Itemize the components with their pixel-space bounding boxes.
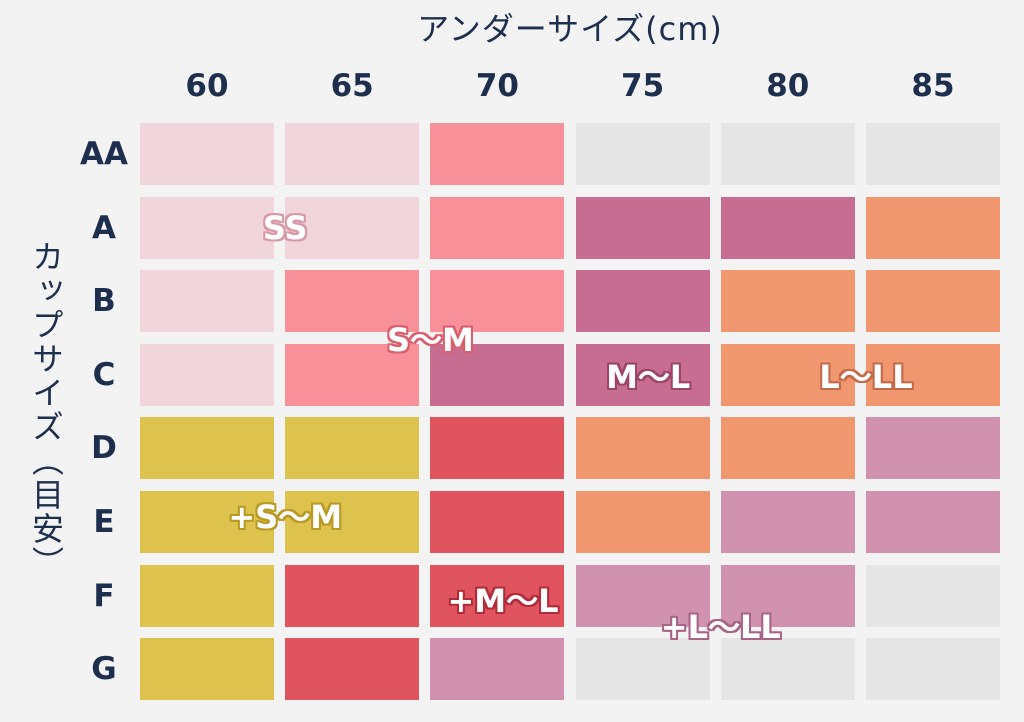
column-label-75: 75 xyxy=(621,68,665,104)
zone-label-+M-L: +M〜L xyxy=(447,582,559,621)
cell-AA-80 xyxy=(720,123,855,185)
cell-A-85 xyxy=(866,196,1000,259)
column-label-70: 70 xyxy=(475,68,519,104)
cell-AA-60 xyxy=(140,123,274,185)
cell-B-75 xyxy=(575,270,710,333)
cell-G-75 xyxy=(575,638,710,701)
row-label-B: B xyxy=(92,283,116,320)
cell-AA-75 xyxy=(575,123,710,185)
cell-B-70 xyxy=(430,270,565,333)
cell-D-60 xyxy=(140,417,274,480)
cell-D-70 xyxy=(430,417,565,480)
y-axis-title: カップサイズ（目安） xyxy=(27,240,65,580)
cell-A-60 xyxy=(140,196,274,259)
cell-F-70 xyxy=(430,564,565,627)
cell-E-65 xyxy=(285,491,420,553)
cell-E-85 xyxy=(866,491,1000,553)
cell-A-80 xyxy=(720,196,855,259)
cell-B-60 xyxy=(140,270,274,333)
cell-AA-85 xyxy=(866,123,1000,185)
cell-C-75 xyxy=(575,343,710,406)
cell-E-80 xyxy=(720,491,855,553)
cell-B-80 xyxy=(720,270,855,333)
cell-C-70 xyxy=(430,343,565,406)
cell-E-60 xyxy=(140,491,274,553)
cell-F-60 xyxy=(140,564,274,627)
cell-G-70 xyxy=(430,638,565,701)
zone-label-SS: SS xyxy=(262,208,308,247)
cell-D-75 xyxy=(575,417,710,480)
zone-label-M-L: M〜L xyxy=(606,357,691,396)
cell-C-60 xyxy=(140,343,274,406)
zone-label-+S-M: +S〜M xyxy=(228,497,343,536)
cell-B-85 xyxy=(866,270,1000,333)
row-label-C: C xyxy=(92,356,116,393)
zone-label-S-M: S〜M xyxy=(386,321,474,359)
column-label-85: 85 xyxy=(911,68,955,104)
zone-label-L-LL: L〜LL xyxy=(819,357,913,396)
column-label-65: 65 xyxy=(330,68,374,104)
row-label-G: G xyxy=(91,651,117,688)
cell-F-65 xyxy=(285,564,420,627)
cell-C-65 xyxy=(285,343,420,406)
cell-D-80 xyxy=(720,417,855,480)
row-label-F: F xyxy=(93,577,115,614)
column-label-60: 60 xyxy=(185,68,229,104)
x-axis-title: アンダーサイズ(cm) xyxy=(417,10,723,48)
cell-G-85 xyxy=(866,638,1000,701)
row-label-E: E xyxy=(93,504,115,540)
cell-G-60 xyxy=(140,638,274,701)
zone-label-+L-LL: +L〜LL xyxy=(660,608,781,647)
cell-A-70 xyxy=(430,196,565,259)
cell-D-65 xyxy=(285,417,420,480)
cell-A-75 xyxy=(575,196,710,259)
row-label-AA: AA xyxy=(80,136,128,172)
column-label-80: 80 xyxy=(766,68,810,104)
cell-C-80 xyxy=(720,343,855,406)
cell-A-65 xyxy=(285,196,420,259)
cell-B-65 xyxy=(285,270,420,333)
cell-F-80 xyxy=(720,564,855,627)
cell-E-70 xyxy=(430,491,565,553)
cell-F-85 xyxy=(866,564,1000,627)
cell-G-80 xyxy=(720,638,855,701)
cell-C-85 xyxy=(866,343,1000,406)
cell-AA-70 xyxy=(430,123,565,185)
cell-AA-65 xyxy=(285,123,420,185)
row-label-A: A xyxy=(92,209,116,246)
cell-D-85 xyxy=(866,417,1000,480)
row-label-D: D xyxy=(91,430,117,467)
cell-F-75 xyxy=(575,564,710,627)
cell-E-75 xyxy=(575,491,710,553)
cell-G-65 xyxy=(285,638,420,701)
